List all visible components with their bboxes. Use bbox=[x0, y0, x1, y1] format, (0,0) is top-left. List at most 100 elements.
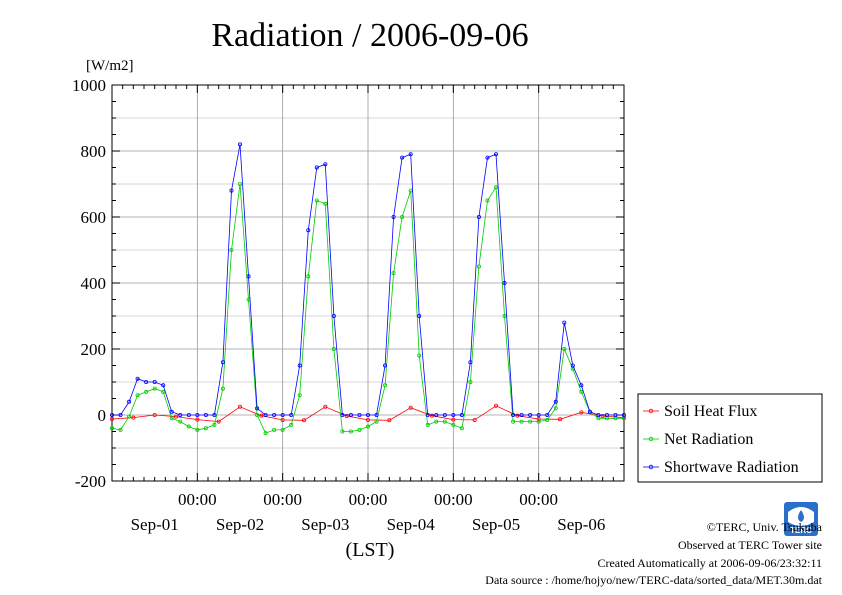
data-point bbox=[186, 412, 191, 417]
y-tick-label: 200 bbox=[81, 340, 107, 359]
data-point bbox=[127, 399, 132, 404]
y-tick-label: 1000 bbox=[72, 76, 106, 95]
data-point bbox=[127, 414, 132, 419]
legend-marker bbox=[648, 464, 654, 470]
data-point bbox=[263, 412, 268, 417]
data-point bbox=[195, 427, 200, 432]
x-time-label: 00:00 bbox=[178, 490, 217, 509]
data-point bbox=[152, 386, 157, 391]
footer-credit: ©TERC, Univ. Tsukuba bbox=[707, 520, 823, 534]
data-point bbox=[131, 415, 136, 420]
y-tick-label: 0 bbox=[98, 406, 107, 425]
data-point bbox=[502, 280, 507, 285]
data-point bbox=[476, 264, 481, 269]
data-point bbox=[562, 320, 567, 325]
x-date-label: Sep-02 bbox=[216, 515, 264, 534]
data-point bbox=[519, 419, 524, 424]
data-point bbox=[451, 417, 456, 422]
data-point bbox=[152, 379, 157, 384]
x-date-label: Sep-05 bbox=[472, 515, 520, 534]
data-point bbox=[604, 412, 609, 417]
data-point bbox=[297, 393, 302, 398]
data-point bbox=[212, 422, 217, 427]
chart-title: Radiation / 2006-09-06 bbox=[211, 17, 528, 54]
data-point bbox=[545, 412, 550, 417]
data-point bbox=[579, 410, 584, 415]
y-axis-unit: [W/m2] bbox=[86, 58, 133, 74]
data-point bbox=[331, 313, 336, 318]
y-tick-label: 400 bbox=[81, 274, 107, 293]
data-point bbox=[280, 417, 285, 422]
x-time-label: 00:00 bbox=[434, 490, 473, 509]
data-point bbox=[340, 412, 345, 417]
data-point bbox=[468, 379, 473, 384]
data-point bbox=[246, 274, 251, 279]
data-point bbox=[408, 405, 413, 410]
data-point bbox=[515, 413, 520, 418]
data-point bbox=[178, 412, 183, 417]
data-point bbox=[203, 426, 208, 431]
data-point bbox=[203, 412, 208, 417]
data-point bbox=[383, 363, 388, 368]
data-point bbox=[391, 214, 396, 219]
logo-text: TERC bbox=[790, 526, 812, 535]
x-date-label: Sep-04 bbox=[387, 515, 436, 534]
data-point bbox=[110, 426, 115, 431]
data-point bbox=[255, 412, 260, 417]
legend-entry: Soil Heat Flux bbox=[664, 403, 757, 420]
data-point bbox=[579, 389, 584, 394]
data-point bbox=[536, 412, 541, 417]
series-shortwave-radiation bbox=[110, 142, 627, 417]
data-point bbox=[195, 412, 200, 417]
series-line bbox=[112, 144, 624, 416]
data-point bbox=[613, 412, 618, 417]
legend-entry: Net Radiation bbox=[664, 431, 753, 448]
data-point bbox=[511, 419, 516, 424]
data-point bbox=[365, 412, 370, 417]
data-point bbox=[442, 419, 447, 424]
data-point bbox=[587, 409, 592, 414]
data-point bbox=[348, 412, 353, 417]
y-tick-label: -200 bbox=[75, 472, 106, 491]
data-point bbox=[493, 403, 498, 408]
data-point bbox=[237, 181, 242, 186]
data-point bbox=[263, 431, 268, 436]
data-point bbox=[229, 247, 234, 252]
data-point bbox=[237, 142, 242, 147]
data-point bbox=[485, 198, 490, 203]
data-point bbox=[622, 412, 627, 417]
data-point bbox=[536, 419, 541, 424]
data-point bbox=[229, 188, 234, 193]
data-point bbox=[383, 383, 388, 388]
data-point bbox=[425, 422, 430, 427]
footer-source: Data source : /home/hojyo/new/TERC-data/… bbox=[485, 573, 822, 587]
x-time-label: 00:00 bbox=[349, 490, 388, 509]
data-point bbox=[528, 419, 533, 424]
data-point bbox=[237, 404, 242, 409]
data-point bbox=[216, 419, 221, 424]
data-point bbox=[357, 412, 362, 417]
data-point bbox=[297, 363, 302, 368]
data-point bbox=[493, 152, 498, 157]
data-point bbox=[451, 412, 456, 417]
data-point bbox=[434, 412, 439, 417]
data-point bbox=[442, 412, 447, 417]
x-date-label: Sep-01 bbox=[131, 515, 179, 534]
data-point bbox=[323, 201, 328, 206]
data-point bbox=[553, 406, 558, 411]
data-point bbox=[502, 313, 507, 318]
legend: Soil Heat Flux Net Radiation Shortwave Rad… bbox=[637, 393, 823, 483]
data-point bbox=[374, 419, 379, 424]
data-point bbox=[118, 427, 123, 432]
data-point bbox=[468, 360, 473, 365]
data-point bbox=[493, 185, 498, 190]
data-point bbox=[306, 274, 311, 279]
series-soil-heat-flux bbox=[110, 403, 627, 424]
data-point bbox=[144, 379, 149, 384]
data-point bbox=[387, 418, 392, 423]
legend-marker bbox=[648, 408, 654, 414]
data-point bbox=[519, 412, 524, 417]
terc-logo: TERC bbox=[784, 502, 818, 536]
data-point bbox=[301, 418, 306, 423]
